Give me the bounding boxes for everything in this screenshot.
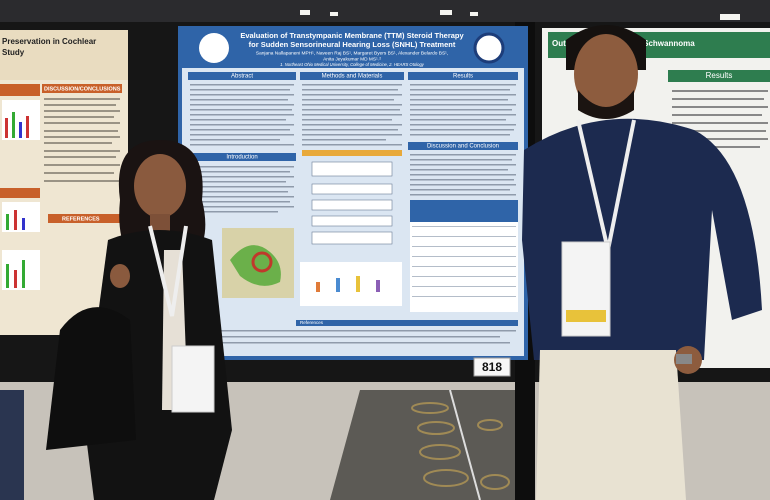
section-header <box>408 142 518 150</box>
floor-line <box>449 389 481 500</box>
poster-title: Study <box>2 48 25 57</box>
badge <box>171 345 215 413</box>
section-title: REFERENCES <box>62 216 100 222</box>
beard <box>578 90 634 119</box>
watch <box>676 354 692 364</box>
floor-circles <box>411 402 510 490</box>
person-left <box>0 140 232 500</box>
hand <box>110 264 130 288</box>
badge-ribbon <box>566 310 606 322</box>
university-logo <box>473 32 505 64</box>
mini-charts <box>0 84 40 198</box>
chart-points <box>316 276 380 292</box>
poster-header <box>0 30 128 80</box>
table-rows <box>412 226 516 297</box>
person-right <box>522 25 762 500</box>
section-title: Results <box>453 74 473 80</box>
section-title: Results <box>706 71 733 80</box>
poster-title: for Sudden Sensorineural Hearing Loss (S… <box>249 40 456 49</box>
face <box>574 34 638 114</box>
poster-title: Preservation in Cochlear <box>2 37 96 46</box>
section-header <box>42 84 122 93</box>
section-header <box>188 153 296 161</box>
board-number: 818 <box>482 360 502 374</box>
hears-logo <box>199 33 229 63</box>
center-poster: Evaluation of Transtympanic Membrane (TT… <box>178 26 528 360</box>
section-header <box>48 214 122 223</box>
section-title: Discussion and Conclusion <box>427 144 499 150</box>
neck <box>150 214 170 234</box>
flowchart-header <box>302 150 402 156</box>
cochlea <box>251 251 273 273</box>
ceiling-lights <box>300 10 740 20</box>
board-number-plate <box>473 357 511 377</box>
section-header <box>296 320 518 326</box>
poster-authors: Anita Jeyakumar MD MS¹˒² <box>323 56 381 62</box>
lanyard <box>148 225 188 317</box>
section-title: DISCUSSION/CONCLUSIONS <box>44 86 121 92</box>
poster-authors: Sanjana Nallapaneni MPH¹, Naveen Raj BS¹… <box>256 50 448 56</box>
section-header <box>188 72 296 80</box>
flowchart <box>311 161 393 245</box>
poster-title: Evaluation of Transtympanic Membrane (TT… <box>240 31 464 40</box>
floor-carpet <box>330 390 520 500</box>
bar-charts <box>2 100 40 290</box>
table-header <box>410 200 518 222</box>
section-title: References <box>300 320 324 325</box>
poster-header <box>182 30 524 68</box>
handbag <box>46 307 136 450</box>
section-header <box>300 72 404 80</box>
text-lines <box>190 84 516 344</box>
face <box>134 154 186 218</box>
results-chart <box>300 262 402 306</box>
trousers <box>536 350 686 500</box>
poster-affiliation: 1. Northeast Ohio Medical University, Co… <box>280 62 425 67</box>
text-lines <box>44 98 120 182</box>
section-title: Introduction <box>226 155 257 161</box>
section-header <box>668 70 770 82</box>
section-title: Methods and Materials <box>322 74 383 80</box>
bystander <box>0 390 24 500</box>
section-header <box>408 72 518 80</box>
section-title: Abstract <box>231 74 253 80</box>
